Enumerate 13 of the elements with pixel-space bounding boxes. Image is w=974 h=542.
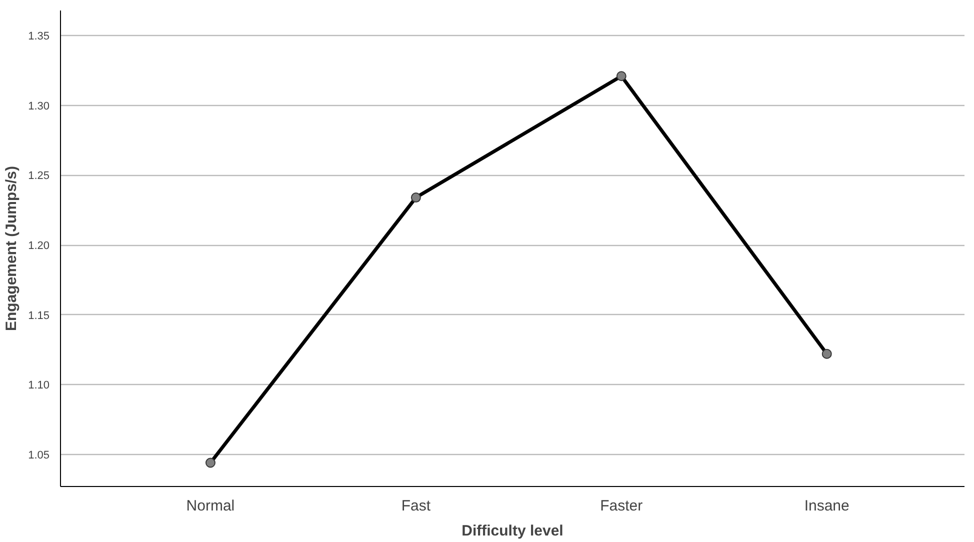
x-tick-label: Insane [804,498,850,514]
y-tick-label: 1.10 [28,380,50,392]
y-tick-label: 1.30 [28,100,50,112]
y-tick-label: 1.35 [28,30,50,43]
x-tick-label: Normal [186,498,235,514]
x-tick-label: Faster [600,498,643,514]
x-tick-label: Fast [401,498,432,514]
y-axis-title: Engagement (Jumps/s) [3,166,20,332]
y-tick-label: 1.15 [28,310,50,322]
x-axis-title: Difficulty level [462,522,564,540]
y-tick-label: 1.05 [28,449,50,462]
y-tick-label: 1.25 [28,170,50,182]
y-tick-label: 1.20 [28,240,50,252]
